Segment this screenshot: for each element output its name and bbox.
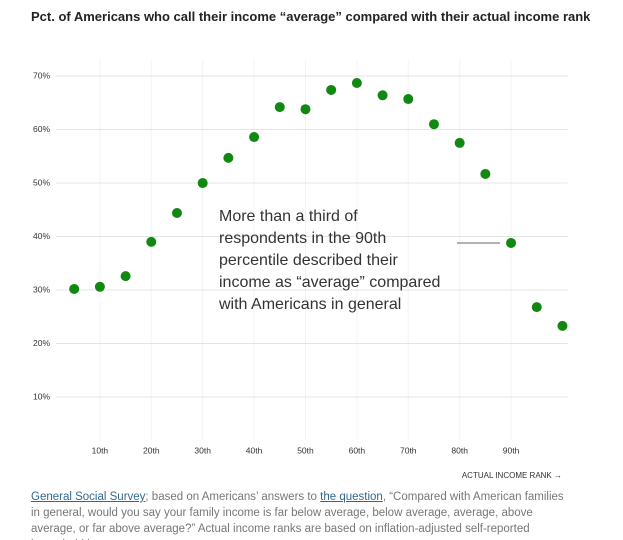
y-tick-label: 30% <box>33 284 50 294</box>
chart: 90th 80th 70th 60th 50th 40th 30th 20th 10th 70% 6… <box>33 60 568 480</box>
data-point <box>94 281 105 292</box>
data-point <box>171 207 182 218</box>
footer-text: ; based on Americans’ answers to <box>145 491 321 503</box>
x-tick-label: 50th <box>297 445 314 455</box>
data-point <box>428 119 439 130</box>
annotation: More than a third of respondents in the … <box>219 208 441 313</box>
data-point <box>351 78 362 89</box>
data-point <box>249 132 260 143</box>
x-tick-label: 30th <box>194 445 211 455</box>
footer-text: , “Compared with American families in ge… <box>31 491 564 540</box>
data-point <box>197 178 208 189</box>
x-axis-label: ACTUAL INCOME RANK → <box>462 471 562 480</box>
x-tick-label: 40th <box>246 445 263 455</box>
question-link[interactable]: the question <box>320 491 383 503</box>
y-tick-label: 60% <box>33 124 50 134</box>
y-tick-label: 10% <box>33 391 50 401</box>
chart-title: Pct. of Americans who call their income … <box>31 9 591 24</box>
source-link[interactable]: General Social Survey <box>31 491 146 503</box>
data-point <box>506 237 517 248</box>
y-tick-label: 70% <box>33 70 50 80</box>
data-point <box>274 102 285 113</box>
data-point <box>557 320 568 331</box>
data-point <box>454 137 465 148</box>
x-tick-label: 90th <box>503 445 520 455</box>
data-point <box>146 236 157 247</box>
y-tick-label: 50% <box>33 177 50 187</box>
data-point <box>300 104 311 115</box>
y-tick-label: 20% <box>33 338 50 348</box>
x-tick-label: 10th <box>92 445 109 455</box>
data-point <box>480 168 491 179</box>
x-tick-label: 60th <box>349 445 366 455</box>
x-tick-label: 80th <box>451 445 468 455</box>
y-tick-label: 40% <box>33 231 50 241</box>
data-point <box>531 302 542 313</box>
x-tick-label: 70th <box>400 445 417 455</box>
x-tick-label: 20th <box>143 445 160 455</box>
data-point <box>403 94 414 105</box>
footer: General Social Survey; based on American… <box>31 489 571 540</box>
data-point <box>377 90 388 101</box>
data-point <box>326 84 337 95</box>
data-point <box>69 283 80 294</box>
data-point <box>120 271 131 282</box>
data-point <box>223 152 234 163</box>
